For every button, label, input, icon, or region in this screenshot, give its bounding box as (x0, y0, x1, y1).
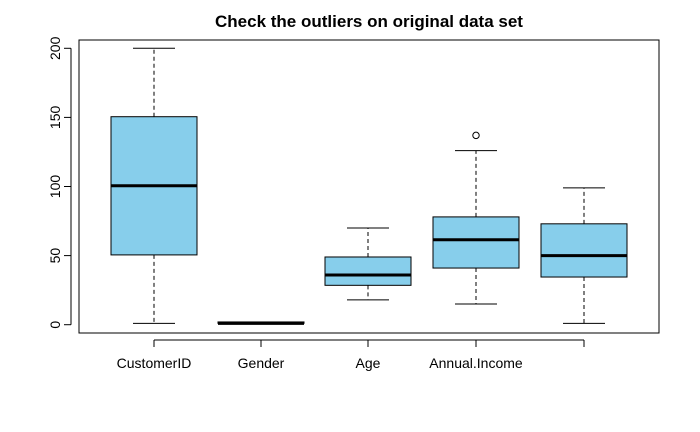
box-4 (432, 131, 520, 305)
chart-title: Check the outliers on original data set (215, 12, 523, 31)
y-tick-label: 200 (47, 36, 63, 60)
y-axis: 0 50 100 150 200 (47, 36, 72, 329)
box-2 (217, 321, 305, 325)
x-axis: CustomerID Gender Age Annual.Income (117, 339, 585, 371)
x-tick-label: Gender (238, 355, 285, 371)
y-tick-label: 0 (47, 321, 63, 329)
x-tick-label: CustomerID (117, 355, 192, 371)
y-tick-label: 150 (47, 106, 63, 130)
box-iqr (540, 223, 628, 278)
x-tick-label: Annual.Income (429, 355, 523, 371)
boxes (110, 47, 628, 325)
x-tick-label: Age (356, 355, 381, 371)
y-tick-label: 50 (47, 248, 63, 264)
plot-frame (78, 39, 660, 334)
box-1 (110, 47, 198, 324)
box-iqr (432, 216, 520, 269)
outlier-point (472, 131, 480, 140)
box-3 (324, 227, 412, 301)
box-5 (540, 187, 628, 324)
y-tick-label: 100 (47, 175, 63, 199)
box-iqr (324, 256, 412, 286)
